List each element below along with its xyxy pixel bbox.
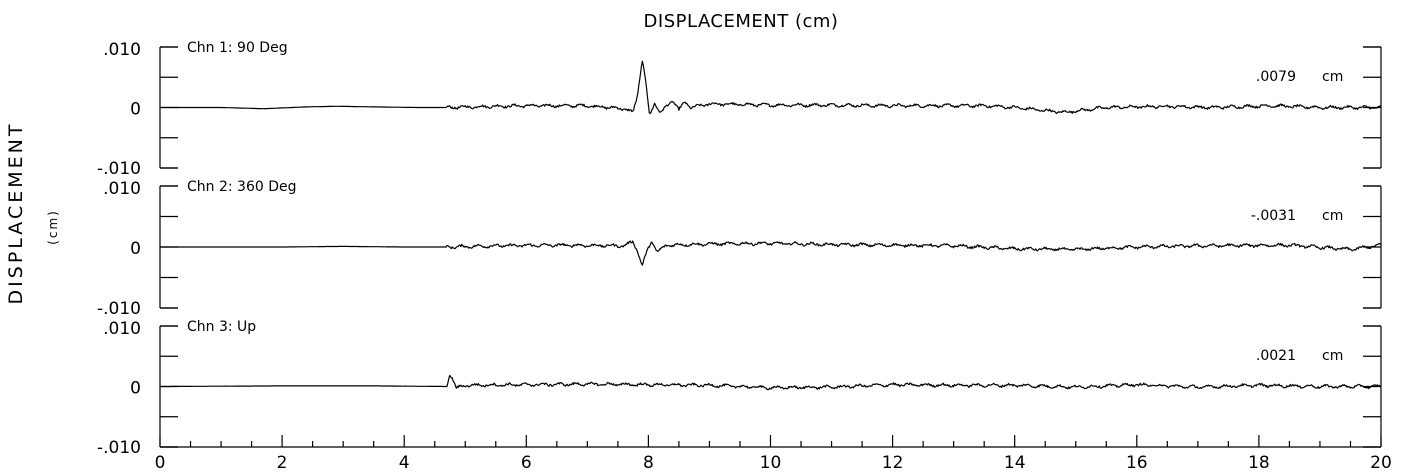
peak-unit-label: cm	[1322, 208, 1343, 224]
y-tick-label: .010	[103, 40, 141, 60]
x-tick-label: 10	[760, 453, 782, 473]
x-tick-label: 4	[399, 453, 410, 473]
y-tick-label: 0	[130, 379, 141, 399]
x-tick-label: 18	[1248, 453, 1270, 473]
y-tick-label: 0	[130, 100, 141, 120]
x-tick-label: 6	[521, 453, 532, 473]
trace-line	[160, 240, 1382, 266]
y-axis-unit: (cm)	[46, 209, 60, 245]
panel-1: .010 0 -.010 Chn 1: 90 Deg .0079 cm	[97, 40, 1382, 179]
x-axis: 0 2 4 6 8 10 12 14 16 18 20	[155, 435, 1392, 473]
peak-unit-label: cm	[1322, 69, 1343, 85]
channel-label: Chn 3: Up	[187, 319, 256, 335]
y-tick-label: 0	[130, 239, 141, 259]
peak-unit-label: cm	[1322, 348, 1343, 364]
panel-3: .010 0 -.010 Chn 3: Up .0021 cm	[97, 319, 1382, 458]
panels: .010 0 -.010 Chn 1: 90 Deg .0079 cm .010 0 -.010…	[97, 40, 1382, 458]
y-tick-label: .010	[103, 319, 141, 339]
x-tick-label: 20	[1370, 453, 1392, 473]
peak-value-label: .0079	[1256, 69, 1296, 85]
y-tick-label: .010	[103, 179, 141, 199]
y-tick-label: -.010	[97, 159, 141, 179]
chart-title: DISPLACEMENT (cm)	[644, 11, 839, 32]
x-tick-label: 0	[155, 453, 166, 473]
peak-value-label: -.0031	[1251, 208, 1296, 224]
x-tick-label: 2	[277, 453, 288, 473]
panel-2: .010 0 -.010 Chn 2: 360 Deg -.0031 cm	[97, 179, 1382, 319]
trace-line	[160, 60, 1382, 115]
peak-value-label: .0021	[1256, 348, 1296, 364]
y-tick-label: -.010	[97, 438, 141, 458]
x-tick-label: 14	[1004, 453, 1026, 473]
y-axis-title: DISPLACEMENT	[5, 122, 27, 305]
x-tick-label: 8	[643, 453, 654, 473]
y-tick-label: -.010	[97, 299, 141, 319]
channel-label: Chn 2: 360 Deg	[187, 179, 297, 195]
trace-line	[160, 375, 1382, 391]
channel-label: Chn 1: 90 Deg	[187, 40, 288, 56]
x-tick-label: 12	[882, 453, 904, 473]
x-tick-label: 16	[1126, 453, 1148, 473]
